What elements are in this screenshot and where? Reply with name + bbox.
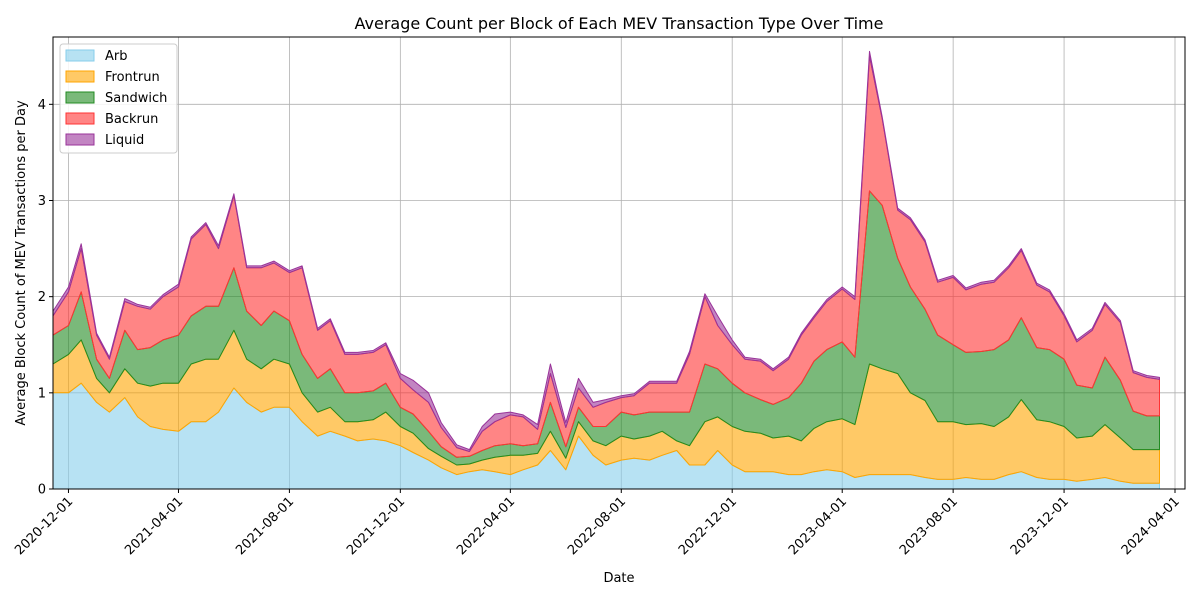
x-tick-label: 2021-08-01 <box>233 494 297 558</box>
x-axis-ticks: 2020-12-01 2021-04-01 2021-08-01 2021-12-01… <box>12 489 1183 558</box>
legend-label-arb: Arb <box>105 49 128 64</box>
legend-swatch-sandwich <box>65 91 95 104</box>
y-tick-label: 2 <box>38 290 46 305</box>
y-tick-label: 0 <box>38 483 46 498</box>
x-tick-label: 2023-08-01 <box>897 494 961 558</box>
legend-swatch-liquid <box>65 133 95 146</box>
y-axis-label: Average Block Count of MEV Transactions … <box>14 100 29 426</box>
y-tick-label: 4 <box>38 98 46 113</box>
x-tick-label: 2023-04-01 <box>786 494 850 558</box>
x-tick-label: 2022-04-01 <box>454 494 518 558</box>
x-tick-label: 2022-08-01 <box>565 494 629 558</box>
x-tick-label: 2020-12-01 <box>12 494 76 558</box>
x-tick-label: 2021-12-01 <box>344 494 408 558</box>
legend-label-frontrun: Frontrun <box>105 70 160 85</box>
legend-label-sandwich: Sandwich <box>105 91 167 106</box>
legend-label-liquid: Liquid <box>105 133 144 148</box>
legend-swatch-backrun <box>65 112 95 125</box>
x-tick-label: 2023-12-01 <box>1008 494 1072 558</box>
y-tick-label: 1 <box>38 386 46 401</box>
x-tick-label: 2022-12-01 <box>676 494 740 558</box>
stacked-areas <box>52 50 1160 490</box>
legend-swatch-frontrun <box>65 70 95 83</box>
x-tick-label: 2024-04-01 <box>1119 494 1183 558</box>
legend-label-backrun: Backrun <box>105 112 158 127</box>
x-tick-label: 2021-04-01 <box>122 494 186 558</box>
x-axis-label: Date <box>603 571 634 586</box>
legend: Arb Frontrun Sandwich Backrun Liquid <box>59 43 178 154</box>
area-liquid <box>52 50 1160 452</box>
plot-frame <box>52 36 1186 490</box>
y-axis-ticks: 0 1 2 3 4 <box>38 98 53 498</box>
chart-title: Average Count per Block of Each MEV Tran… <box>355 14 884 33</box>
legend-swatch-arb <box>65 49 95 62</box>
y-tick-label: 3 <box>38 194 46 209</box>
